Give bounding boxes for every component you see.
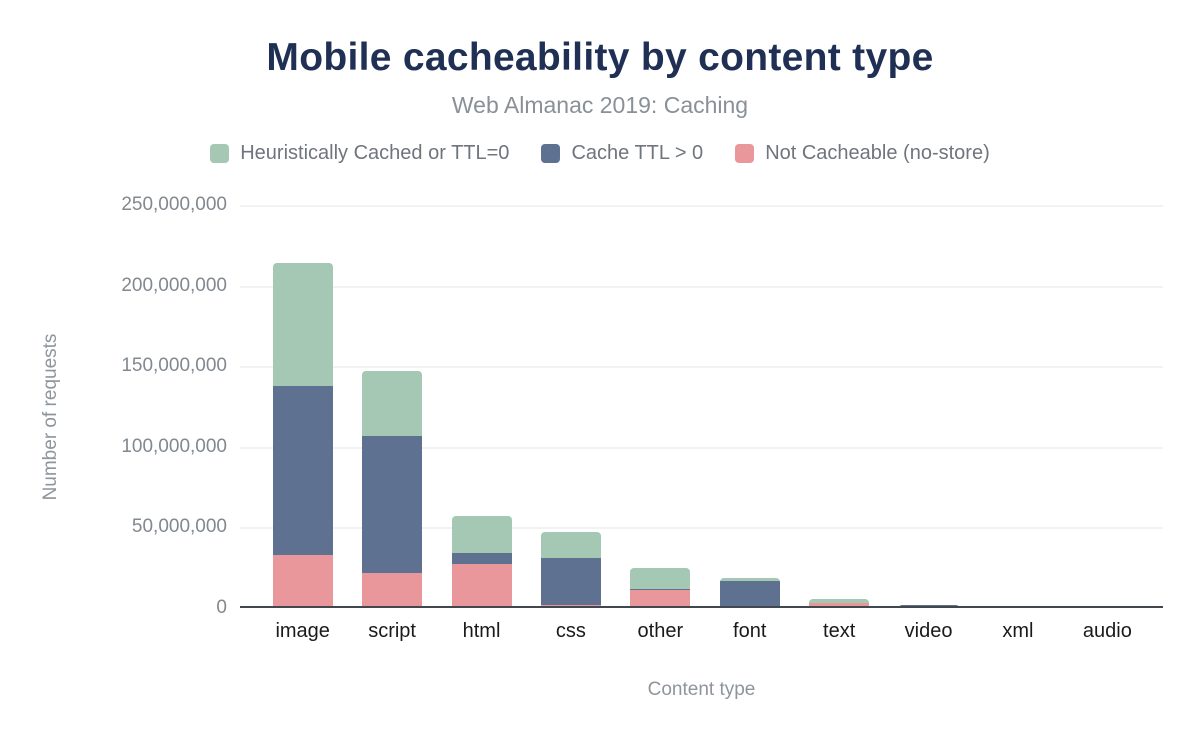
bar-segment-script-series-0[interactable]	[362, 572, 423, 608]
legend-label: Heuristically Cached or TTL=0	[240, 142, 510, 164]
bar-script	[362, 371, 423, 608]
legend-swatch-icon	[735, 144, 755, 163]
chart-subtitle: Web Almanac 2019: Caching	[451, 92, 749, 118]
plot-area	[240, 205, 1163, 608]
bar-segment-script-series-2[interactable]	[362, 371, 423, 436]
legend-item: Cache TTL > 0	[541, 142, 703, 165]
y-tick-label: 0	[216, 597, 227, 618]
x-tick-label-other: other	[637, 620, 684, 642]
bar-slot-font	[705, 205, 794, 608]
bar-text	[809, 599, 870, 608]
x-tick-label-css: css	[555, 620, 586, 642]
x-axis-line	[240, 606, 1163, 608]
x-tick-label-xml: xml	[1002, 620, 1034, 642]
bar-font	[719, 578, 780, 608]
bar-other	[630, 567, 691, 608]
bar-segment-css-series-2[interactable]	[540, 532, 601, 559]
legend: Heuristically Cached or TTL=0 Cache TTL >…	[0, 142, 1200, 165]
gridline	[240, 205, 1163, 207]
bar-segment-other-series-0[interactable]	[630, 590, 691, 608]
x-axis-title: Content type	[647, 679, 756, 700]
y-tick-label: 150,000,000	[121, 355, 227, 377]
bar-segment-text-series-0[interactable]	[809, 603, 870, 608]
legend-item: Heuristically Cached or TTL=0	[210, 142, 509, 165]
x-tick-label-html: html	[462, 620, 501, 642]
bar-slot-script	[347, 205, 436, 608]
gridline	[240, 527, 1163, 530]
y-tick-label: 250,000,000	[121, 194, 227, 215]
bar-segment-other-series-2[interactable]	[630, 567, 691, 590]
y-tick-label: 50,000,000	[131, 516, 227, 538]
bar-slot-video	[884, 205, 973, 608]
legend-swatch-icon	[541, 144, 561, 163]
bar-html	[451, 516, 512, 608]
bar-segment-css-series-1[interactable]	[540, 558, 601, 605]
x-tick-label-text: text	[823, 620, 856, 642]
bar-slot-css	[526, 205, 615, 608]
x-axis-tick-labels: image script html css other font text video xml a…	[258, 620, 1152, 643]
legend-label: Cache TTL > 0	[571, 142, 704, 164]
bars-container	[258, 205, 1152, 608]
bar-segment-image-series-0[interactable]	[272, 554, 333, 608]
x-tick-label-image: image	[275, 620, 330, 642]
bar-segment-font-series-2[interactable]	[719, 578, 780, 582]
y-tick-label: 200,000,000	[121, 274, 227, 296]
legend-label: Not Cacheable (no-store)	[765, 142, 990, 164]
bar-image	[272, 263, 333, 608]
bar-slot-image	[258, 205, 347, 608]
chart-title: Mobile cacheability by content type	[266, 36, 934, 79]
bar-slot-xml	[973, 205, 1062, 608]
bar-slot-html	[437, 205, 526, 608]
bar-segment-script-series-1[interactable]	[362, 435, 423, 573]
legend-swatch-icon	[210, 144, 230, 163]
gridline	[240, 285, 1163, 288]
bar-segment-other-series-1[interactable]	[630, 589, 691, 591]
bar-segment-image-series-2[interactable]	[272, 263, 333, 386]
bar-segment-html-series-1[interactable]	[451, 553, 512, 565]
x-tick-label-audio: audio	[1082, 620, 1132, 642]
y-tick-label: 100,000,000	[121, 435, 227, 457]
bar-slot-other	[616, 205, 705, 608]
bar-segment-image-series-1[interactable]	[272, 385, 333, 555]
legend-item: Not Cacheable (no-store)	[735, 142, 990, 165]
gridline	[240, 446, 1163, 449]
bar-segment-html-series-2[interactable]	[451, 516, 512, 554]
bar-slot-audio	[1063, 205, 1152, 608]
bar-css	[540, 532, 601, 608]
x-tick-label-video: video	[904, 620, 953, 642]
bar-segment-text-series-2[interactable]	[809, 599, 870, 603]
gridline	[240, 366, 1163, 369]
bar-slot-text	[794, 205, 883, 608]
x-tick-label-script: script	[368, 620, 416, 642]
bar-segment-font-series-1[interactable]	[719, 581, 780, 608]
bar-segment-html-series-0[interactable]	[451, 564, 512, 608]
x-tick-label-font: font	[733, 620, 767, 642]
